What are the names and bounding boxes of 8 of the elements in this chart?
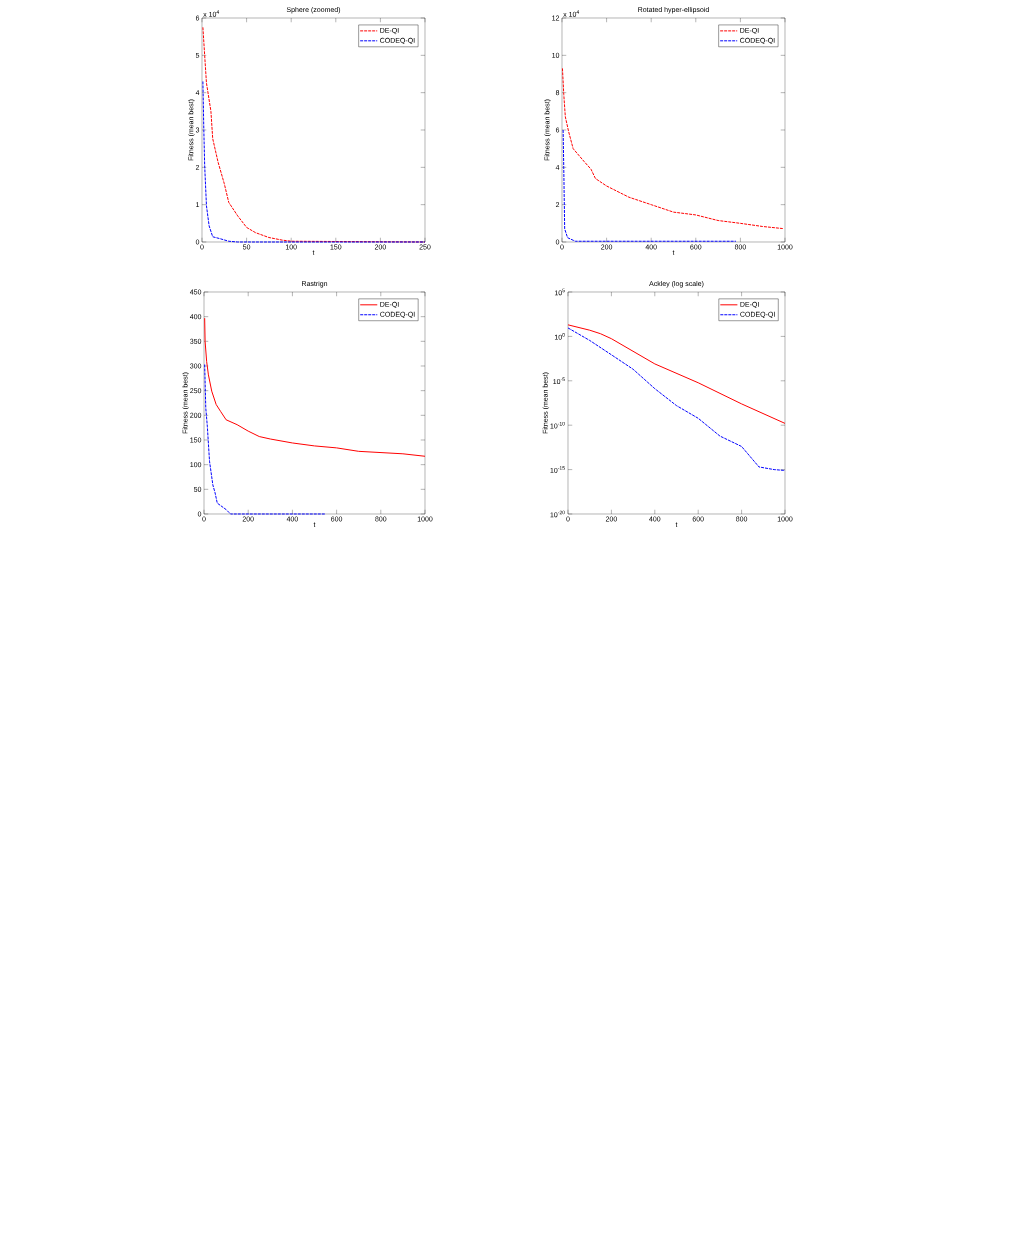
line-series: [204, 364, 327, 515]
line-series: [567, 327, 786, 471]
line-series: [204, 317, 426, 457]
line-series: [562, 129, 737, 242]
line-series: [202, 80, 426, 243]
line-series: [567, 324, 786, 424]
line-series: [561, 67, 784, 230]
line-series: [202, 26, 426, 243]
